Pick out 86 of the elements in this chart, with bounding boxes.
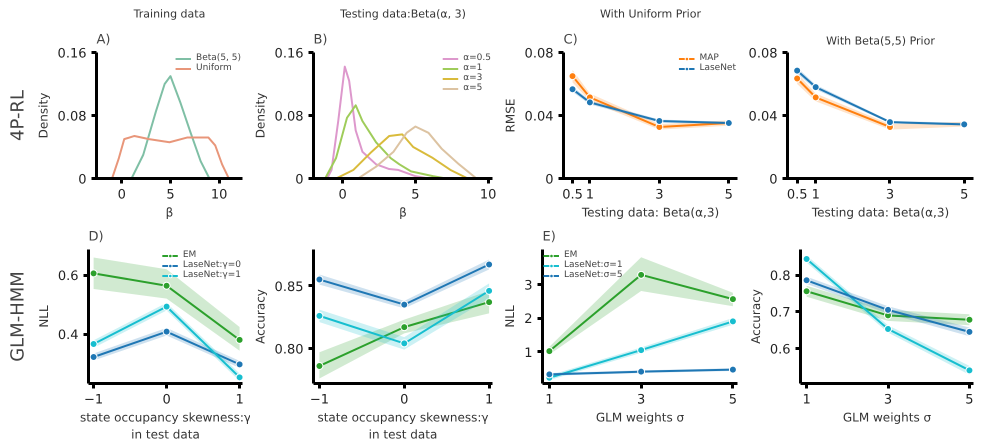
y-tick-label: 0.08 [524, 46, 554, 62]
x-tick-label: 1 [802, 392, 811, 408]
y-tick-label: 0.6 [58, 269, 79, 284]
y-tick-label: 0.6 [770, 342, 791, 358]
legend-label: α=3 [463, 73, 484, 83]
y-axis-title: Accuracy [748, 289, 763, 344]
x-tick-label: 1 [235, 392, 244, 408]
x-tick-label: 0 [118, 188, 126, 202]
y-tick-label: 2 [524, 312, 533, 328]
x-tick-label: 1 [812, 188, 820, 202]
x-tick-label: 0 [338, 188, 347, 202]
x-tick-label: 0.5 [786, 188, 808, 202]
legend-label: Uniform [196, 63, 232, 73]
y-tick-label: 0 [78, 172, 87, 188]
x-tick-label: 5 [965, 392, 974, 408]
x-tick-label: 3 [637, 392, 646, 408]
y-tick-label: 0.16 [274, 46, 304, 62]
x-tick-label: 0.5 [562, 188, 583, 202]
x-tick-label: 3 [886, 188, 894, 202]
y-tick-label: 1 [524, 346, 533, 361]
x-tick-label: 5 [728, 392, 738, 408]
x-tick-label: 0 [400, 392, 408, 408]
x-axis-title: β [399, 206, 407, 220]
y-tick-label: 0.7 [770, 306, 791, 321]
y-tick-label: 0 [769, 172, 778, 188]
legend-label: Beta(5, 5) [196, 53, 241, 63]
y-tick-label: 0.16 [58, 46, 87, 62]
legend-label: EM [564, 250, 578, 260]
y-tick-label: 0.08 [748, 46, 778, 62]
text: E) [542, 230, 556, 244]
legend-label: LaseNet:σ=1 [564, 260, 623, 270]
y-axis-title: Density [36, 92, 51, 138]
chart-title: Testing data:Beta(α, 3) [339, 8, 466, 20]
x-tick-label: 1 [586, 188, 594, 202]
x-tick-label: 5 [724, 188, 733, 202]
y-axis-title: RMSE [504, 98, 518, 132]
y-axis-title: Density [254, 92, 268, 138]
x-tick-label: 10 [480, 188, 496, 202]
y-tick-label: 0.04 [524, 110, 554, 124]
x-tick-label: 3 [884, 392, 892, 408]
y-tick-label: 0 [295, 172, 304, 188]
x-tick-label: 5 [411, 188, 420, 202]
x-tick-label: −1 [84, 392, 104, 408]
text: C) [564, 32, 578, 48]
chart-title: With Beta(5,5) Prior [826, 34, 936, 48]
legend-label: LaseNet:σ=5 [564, 270, 623, 280]
legend-label: α=1 [463, 63, 484, 73]
chart-title: Training data [132, 8, 206, 20]
y-tick-label: 0.4 [58, 328, 79, 344]
legend-label: MAP [699, 53, 720, 63]
text: D) [88, 230, 104, 244]
legend-label: EM [182, 250, 198, 260]
chart-title: With Uniform Prior [600, 8, 702, 20]
x-axis-title: state occupancy skewness:γ in test data [317, 410, 489, 442]
text: B) [314, 32, 328, 48]
text: A) [96, 32, 110, 48]
legend-label: LaseNet [699, 63, 736, 73]
x-tick-label: 0 [162, 392, 171, 408]
legend-label: LaseNet:γ=0 [182, 260, 241, 270]
y-tick-label: 0.08 [274, 110, 304, 124]
x-tick-label: 5 [960, 188, 968, 202]
x-tick-label: 5 [166, 188, 175, 202]
legend-label: α=5 [463, 83, 484, 93]
x-axis-title: Testing data: Beta(α,3) [810, 206, 950, 220]
y-tick-label: 0.04 [748, 110, 778, 124]
y-axis-title: NLL [36, 305, 51, 328]
y-axis-title: NLL [503, 305, 518, 328]
x-axis-title: GLM weights σ [596, 410, 685, 424]
y-tick-label: 0 [545, 172, 554, 188]
x-axis-title: β [166, 206, 174, 220]
x-tick-label: −1 [310, 392, 330, 408]
text: 4P-RL [8, 90, 28, 141]
x-tick-label: 1 [484, 392, 494, 408]
y-tick-label: 0.8 [770, 269, 791, 284]
legend-label: α=0.5 [463, 53, 491, 63]
y-tick-label: 0.08 [58, 110, 87, 124]
x-axis-title: GLM weights σ [842, 410, 932, 424]
x-axis-title: Testing data: Beta(α,3) [580, 206, 720, 220]
y-tick-label: 0.80 [274, 342, 304, 358]
x-tick-label: 10 [210, 188, 228, 202]
x-tick-label: 3 [655, 188, 664, 202]
y-tick-label: 0.85 [274, 280, 304, 295]
legend-label: LaseNet:γ=1 [182, 270, 241, 280]
y-tick-label: 3 [524, 278, 533, 294]
text: GLM-HMM [8, 271, 28, 362]
y-axis-title: Accuracy [254, 289, 268, 344]
